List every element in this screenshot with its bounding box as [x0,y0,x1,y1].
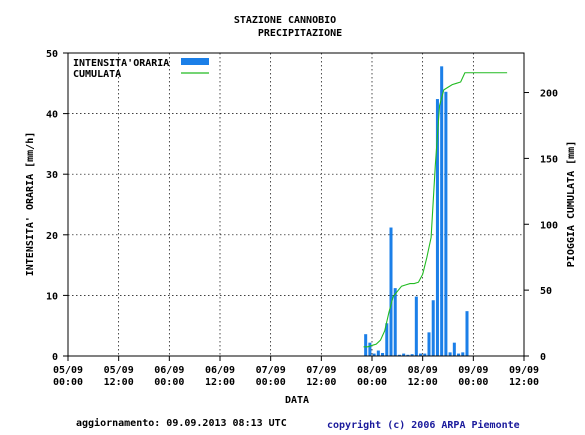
y-tick-label: 10 [46,291,58,302]
intensity-bar [372,353,376,356]
legend-bar-swatch [181,58,209,65]
intensity-bar [368,342,372,356]
x-tick-label-time: 00:00 [458,377,488,388]
x-tick-label-time: 00:00 [357,377,387,388]
y-tick-label: 50 [46,49,58,60]
y2-tick-label: 200 [540,89,558,100]
intensity-bar [376,350,380,356]
y-tick-label: 20 [46,231,58,242]
intensity-bar [402,353,406,356]
y-tick-label: 30 [46,170,58,181]
legend-label-cumulative: CUMULATA [73,69,121,80]
intensity-bar [397,354,401,356]
intensity-bar [440,66,444,356]
plot-frame [67,52,525,357]
intensity-bar [465,311,469,356]
x-tick-label-date: 07/09 [256,365,286,376]
x-tick-label-date: 07/09 [306,365,336,376]
y2-tick-label: 100 [540,220,558,231]
intensity-bar [410,354,414,356]
x-tick-label-time: 12:00 [306,377,336,388]
y2-tick-label: 0 [540,352,546,363]
line-series [363,72,508,348]
axes [63,52,529,361]
legend: INTENSITA'ORARIA CUMULATA [73,58,209,80]
x-tick-label-time: 12:00 [205,377,235,388]
x-axis-label: DATA [285,395,309,406]
intensity-bar [406,354,410,356]
tick-labels: 05/0900:0005/0912:0006/0900:0006/0912:00… [46,49,558,388]
copyright-link[interactable]: copyright (c) 2006 ARPA Piemonte [327,419,520,431]
x-tick-label-date: 08/09 [357,365,387,376]
x-tick-label-time: 00:00 [256,377,286,388]
x-tick-label-time: 12:00 [509,377,539,388]
update-timestamp: aggiornamento: 09.09.2013 08:13 UTC [76,417,287,429]
x-tick-label-date: 06/09 [154,365,184,376]
intensity-bar [364,334,368,356]
intensity-bar [435,99,439,356]
intensity-bar [444,91,448,356]
x-tick-label-time: 12:00 [104,377,134,388]
intensity-bar [448,352,452,356]
x-tick-label-time: 00:00 [154,377,184,388]
x-tick-label-time: 12:00 [408,377,438,388]
intensity-bar [431,300,435,356]
grid-lines [68,53,524,356]
x-tick-label-time: 00:00 [53,377,83,388]
intensity-bar [389,227,393,356]
y-tick-label: 40 [46,110,58,121]
y-axis-label: INTENSITA' ORARIA [mm/h] [25,132,36,277]
intensity-bar [423,353,427,356]
intensity-bar [457,353,461,356]
y2-axis-label: PIOGGIA CUMULATA [mm] [566,141,577,267]
bar-series [364,66,469,356]
intensity-bar [461,352,465,356]
x-tick-label-date: 05/09 [53,365,83,376]
x-tick-label-date: 09/09 [458,365,488,376]
chart-title: STAZIONE CANNOBIO [234,15,336,26]
intensity-bar [414,296,418,356]
y-tick-label: 0 [52,352,58,363]
x-tick-label-date: 08/09 [408,365,438,376]
x-tick-label-date: 09/09 [509,365,539,376]
x-tick-label-date: 06/09 [205,365,235,376]
intensity-bar [393,288,397,356]
x-tick-label-date: 05/09 [104,365,134,376]
y2-tick-label: 150 [540,154,558,165]
intensity-bar [452,342,456,356]
intensity-bar [381,352,385,356]
intensity-bar [385,323,389,356]
legend-label-intensity: INTENSITA'ORARIA [73,58,169,69]
intensity-bar [419,353,423,356]
chart-subtitle: PRECIPITAZIONE [258,28,342,39]
cumulative-line [363,72,508,348]
y2-tick-label: 50 [540,286,552,297]
intensity-bar [427,332,431,356]
